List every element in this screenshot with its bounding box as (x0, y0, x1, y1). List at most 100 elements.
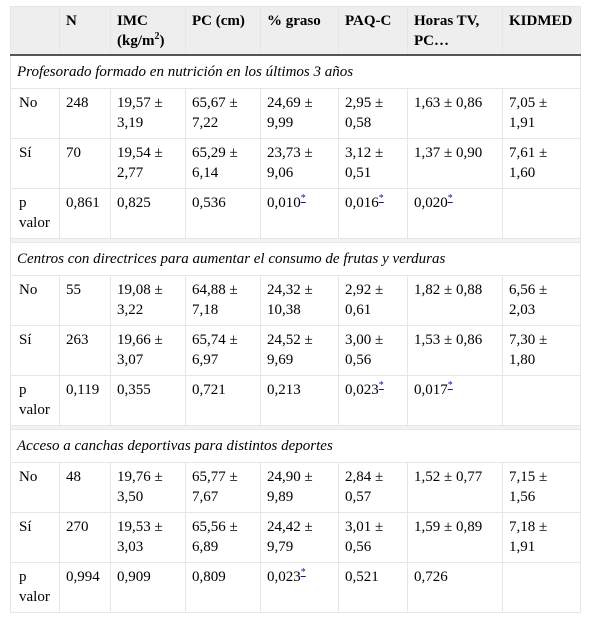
section-header-row: Acceso a canchas deportivas para distint… (10, 429, 581, 463)
cell-kidmed (502, 188, 581, 239)
header-kidmed: KIDMED (502, 6, 581, 56)
cell-pc: 0,536 (185, 188, 261, 239)
cell-tv: 1,37 ± 0,90 (407, 138, 503, 189)
cell-grasa: 0,213 (260, 375, 339, 426)
cell-tv: 0,020* (407, 188, 503, 239)
cell-label: No (10, 462, 60, 513)
cell-tv: 1,82 ± 0,88 (407, 275, 503, 326)
footnote-link[interactable]: * (378, 380, 384, 391)
cell-n: 263 (59, 325, 111, 376)
header-grasa: % graso (260, 6, 339, 56)
cell-n: 48 (59, 462, 111, 513)
cell-grasa: 24,42 ± 9,79 (260, 512, 339, 563)
cell-grasa: 24,90 ± 9,89 (260, 462, 339, 513)
cell-pc: 65,29 ± 6,14 (185, 138, 261, 189)
cell-paqc: 2,84 ± 0,57 (338, 462, 408, 513)
cell-kidmed (502, 375, 581, 426)
footnote-link[interactable]: * (300, 193, 306, 204)
table-row: p valor 0,119 0,355 0,721 0,213 0,023* 0,017* (10, 375, 581, 426)
cell-tv: 0,726 (407, 562, 503, 613)
section-header-row: Profesorado formado en nutrición en los … (10, 54, 581, 89)
cell-n: 0,994 (59, 562, 111, 613)
section-title: Centros con directrices para aumentar el… (10, 242, 581, 276)
table-row: No 55 19,08 ± 3,22 64,88 ± 7,18 24,32 ± 10,3… (10, 275, 581, 326)
cell-grasa: 24,69 ± 9,99 (260, 88, 339, 139)
cell-label: p valor (10, 562, 60, 613)
cell-paqc: 0,023* (338, 375, 408, 426)
cell-value: 0,023 (345, 382, 379, 398)
cell-tv: 0,017* (407, 375, 503, 426)
cell-imc: 0,825 (110, 188, 186, 239)
header-row: N IMC (kg/m2) PC (cm) % graso PAQ-C Hora… (10, 6, 581, 56)
cell-label: No (10, 275, 60, 326)
header-imc: IMC (kg/m2) (110, 6, 186, 56)
header-blank (10, 6, 60, 56)
cell-imc: 19,53 ± 3,03 (110, 512, 186, 563)
cell-label: Sí (10, 512, 60, 563)
cell-grasa: 0,010* (260, 188, 339, 239)
table-row: No 48 19,76 ± 3,50 65,77 ± 7,67 24,90 ± 9,89… (10, 462, 581, 513)
footnote-link[interactable]: * (300, 567, 306, 578)
cell-tv: 1,59 ± 0,89 (407, 512, 503, 563)
cell-kidmed: 6,56 ± 2,03 (502, 275, 581, 326)
cell-tv: 1,63 ± 0,86 (407, 88, 503, 139)
cell-imc: 19,57 ± 3,19 (110, 88, 186, 139)
cell-kidmed: 7,61 ± 1,60 (502, 138, 581, 189)
table-row: p valor 0,861 0,825 0,536 0,010* 0,016* 0,020* (10, 188, 581, 239)
table-row: p valor 0,994 0,909 0,809 0,023* 0,521 0,726 (10, 562, 581, 613)
cell-value: 0,016 (345, 195, 379, 211)
cell-kidmed: 7,15 ± 1,56 (502, 462, 581, 513)
cell-value: 0,010 (267, 195, 301, 211)
cell-paqc: 0,521 (338, 562, 408, 613)
cell-pc: 0,809 (185, 562, 261, 613)
cell-kidmed: 7,05 ± 1,91 (502, 88, 581, 139)
cell-label: p valor (10, 375, 60, 426)
cell-label: Sí (10, 325, 60, 376)
header-tv: Horas TV, PC… (407, 6, 503, 56)
section-title: Profesorado formado en nutrición en los … (10, 54, 581, 89)
cell-label: p valor (10, 188, 60, 239)
cell-paqc: 3,01 ± 0,56 (338, 512, 408, 563)
cell-pc: 64,88 ± 7,18 (185, 275, 261, 326)
cell-grasa: 24,32 ± 10,38 (260, 275, 339, 326)
cell-pc: 65,74 ± 6,97 (185, 325, 261, 376)
cell-tv: 1,52 ± 0,77 (407, 462, 503, 513)
header-paqc: PAQ-C (338, 6, 408, 56)
footnote-link[interactable]: * (378, 193, 384, 204)
cell-n: 248 (59, 88, 111, 139)
cell-label: No (10, 88, 60, 139)
footnote-link[interactable]: * (447, 193, 453, 204)
cell-grasa: 0,023* (260, 562, 339, 613)
section-title: Acceso a canchas deportivas para distint… (10, 429, 581, 463)
header-n: N (59, 6, 111, 56)
section-header-row: Centros con directrices para aumentar el… (10, 242, 581, 276)
table-row: No 248 19,57 ± 3,19 65,67 ± 7,22 24,69 ± 9,9… (10, 88, 581, 139)
cell-pc: 65,67 ± 7,22 (185, 88, 261, 139)
cell-label: Sí (10, 138, 60, 189)
footnote-link[interactable]: * (447, 380, 453, 391)
cell-kidmed: 7,30 ± 1,80 (502, 325, 581, 376)
table-row: Sí 70 19,54 ± 2,77 65,29 ± 6,14 23,73 ± 9,06… (10, 138, 581, 189)
table-row: Sí 270 19,53 ± 3,03 65,56 ± 6,89 24,42 ± 9,7… (10, 512, 581, 563)
cell-paqc: 3,00 ± 0,56 (338, 325, 408, 376)
cell-pc: 65,77 ± 7,67 (185, 462, 261, 513)
cell-n: 270 (59, 512, 111, 563)
cell-n: 55 (59, 275, 111, 326)
cell-n: 0,861 (59, 188, 111, 239)
results-table: N IMC (kg/m2) PC (cm) % graso PAQ-C Hora… (10, 6, 581, 613)
cell-grasa: 24,52 ± 9,69 (260, 325, 339, 376)
cell-paqc: 2,95 ± 0,58 (338, 88, 408, 139)
cell-n: 0,119 (59, 375, 111, 426)
cell-kidmed: 7,18 ± 1,91 (502, 512, 581, 563)
cell-paqc: 3,12 ± 0,51 (338, 138, 408, 189)
cell-paqc: 2,92 ± 0,61 (338, 275, 408, 326)
cell-n: 70 (59, 138, 111, 189)
header-pc: PC (cm) (185, 6, 261, 56)
cell-grasa: 23,73 ± 9,06 (260, 138, 339, 189)
cell-value: 0,020 (414, 195, 448, 211)
cell-imc: 19,54 ± 2,77 (110, 138, 186, 189)
cell-pc: 0,721 (185, 375, 261, 426)
cell-value: 0,017 (414, 382, 448, 398)
cell-imc: 0,909 (110, 562, 186, 613)
cell-pc: 65,56 ± 6,89 (185, 512, 261, 563)
